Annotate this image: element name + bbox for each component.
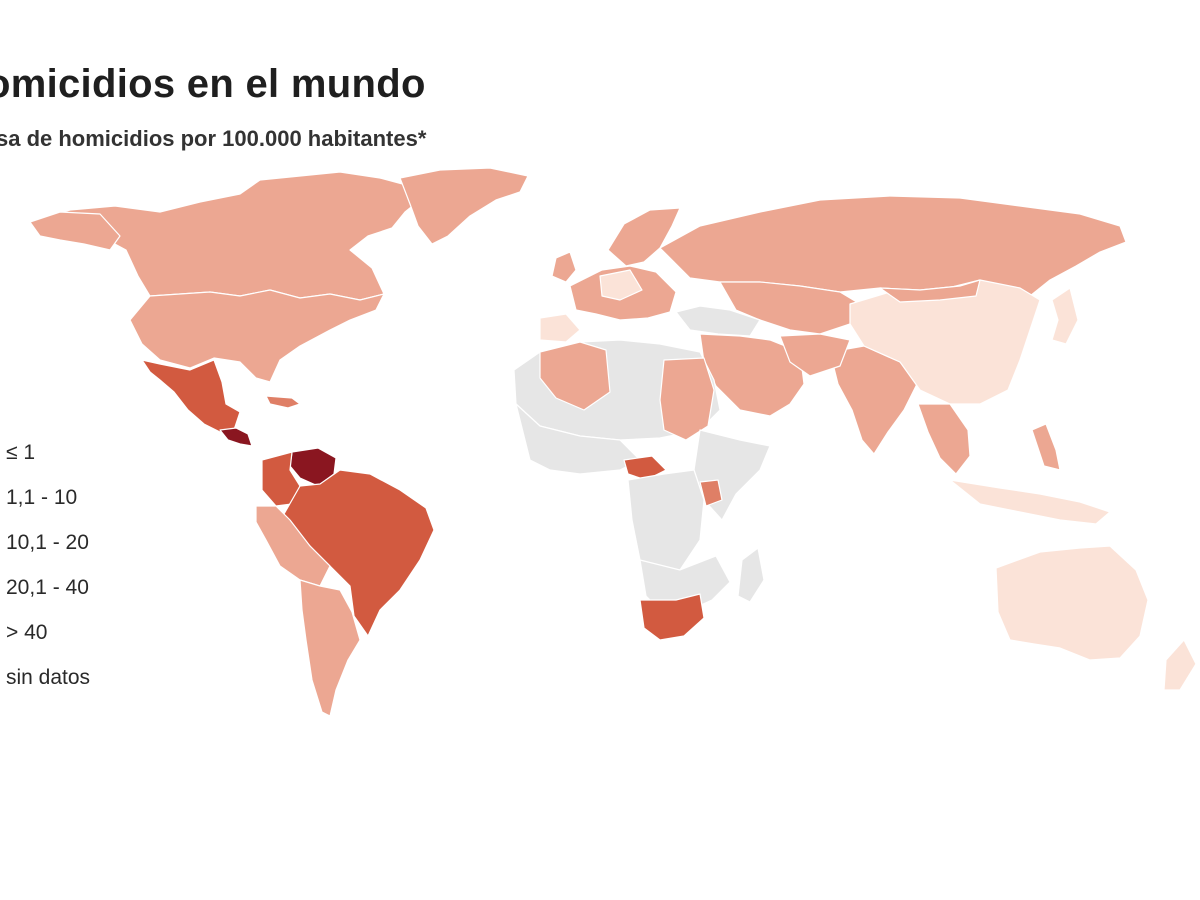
- map-subtitle: sa de homicidios por 100.000 habitantes*: [0, 126, 427, 151]
- region-japan-korea: [1051, 287, 1079, 345]
- region-philippines: [1031, 423, 1061, 471]
- legend-item: 10,1 - 20: [0, 520, 160, 565]
- legend-item: 1,1 - 10: [0, 475, 160, 520]
- legend-label: 10,1 - 20: [6, 530, 89, 554]
- region-turkey-caucasus: [675, 305, 761, 337]
- region-uganda-kenya: [699, 479, 723, 507]
- legend-label: 1,1 - 10: [6, 485, 78, 509]
- legend-label: sin datos: [6, 665, 91, 689]
- region-usa: [129, 289, 385, 383]
- map-title: omicidios en el mundo: [0, 62, 426, 106]
- region-uk: [551, 251, 577, 283]
- region-egypt-sudan: [659, 357, 715, 441]
- region-canada: [29, 171, 421, 301]
- legend-label: 20,1 - 40: [6, 575, 89, 599]
- region-central-africa: [627, 469, 705, 577]
- region-central-europe: [599, 269, 643, 301]
- region-se-asia: [917, 403, 971, 475]
- region-russia: [659, 195, 1127, 297]
- region-central-america: [219, 427, 253, 447]
- legend-label: > 40: [6, 620, 48, 644]
- region-caribbean: [265, 395, 301, 409]
- legend-item: ≤ 1: [0, 430, 160, 475]
- region-east-africa: [693, 429, 771, 521]
- region-argentina-chile: [299, 579, 361, 717]
- region-mongolia: [879, 279, 981, 303]
- region-greenland: [399, 167, 529, 245]
- region-new-zealand: [1163, 639, 1197, 691]
- region-china: [849, 279, 1041, 405]
- legend-label: ≤ 1: [6, 440, 36, 464]
- region-mexico: [141, 359, 241, 433]
- region-indonesia: [949, 479, 1111, 525]
- legend-item: sin datos: [0, 655, 160, 700]
- region-alaska: [29, 211, 121, 251]
- legend-item: 20,1 - 40: [0, 565, 160, 610]
- region-iberia: [539, 313, 581, 343]
- region-scandinavia: [607, 207, 681, 267]
- legend: ≤ 1 1,1 - 10 10,1 - 20 20,1 - 40 > 40 si…: [0, 430, 160, 700]
- legend-item: > 40: [0, 610, 160, 655]
- region-south-africa: [639, 593, 705, 641]
- region-australia: [995, 545, 1149, 661]
- region-afghanistan-iran: [779, 333, 851, 377]
- region-algeria-libya: [539, 341, 611, 411]
- region-madagascar: [737, 547, 765, 603]
